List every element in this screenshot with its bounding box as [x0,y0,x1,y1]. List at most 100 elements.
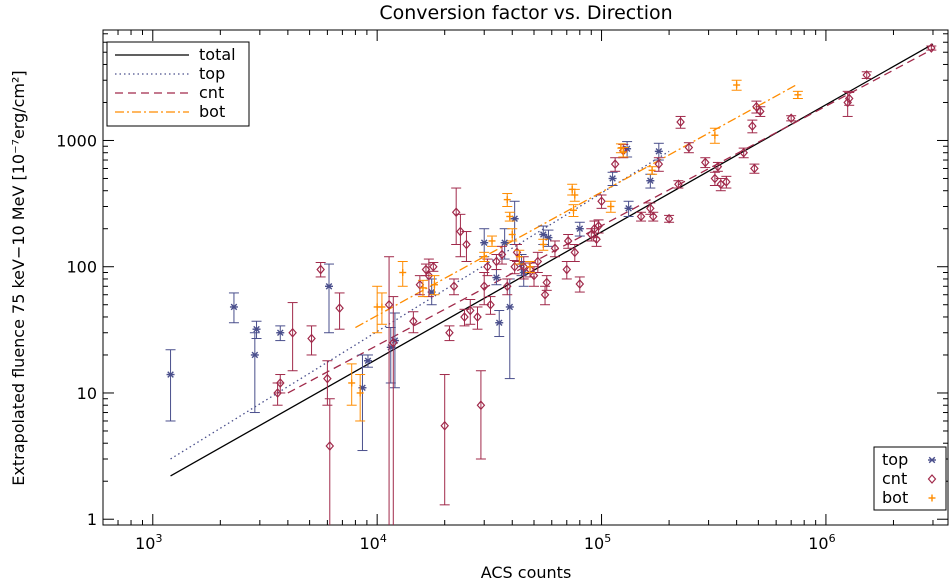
marker-diamond [476,400,486,411]
data-point-cnt [444,325,455,342]
marker-plus [348,379,356,387]
marker-stroke [928,456,936,464]
data-point-cnt [700,157,711,169]
data-point-cnt [485,296,496,315]
marker-plus [399,269,407,277]
marker-plus [526,263,534,271]
data-point-bot [507,228,518,242]
data-point-cnt [596,194,607,209]
data-point-cnt [388,296,399,525]
legend-entry-cnt: cnt [115,83,224,102]
marker-diamond [739,147,748,158]
x-tick-label-exponent: 3 [155,532,162,545]
marker-diamond [465,305,475,316]
marker-diamond [676,117,685,127]
marker-diamond [594,221,603,231]
marker-legend-entry-top: top [882,450,936,469]
marker-stroke [576,225,584,233]
marker-diamond [862,70,872,80]
data-point-top [494,310,505,338]
marker-diamond [597,196,606,207]
data-point-bot [376,292,387,325]
marker-diamond [445,327,454,338]
marker-stroke [276,329,284,337]
plot-border [102,29,949,526]
data-point-cnt [593,219,604,234]
marker-asterisk [539,231,548,238]
marker-diamond [592,234,601,245]
data-point-cnt [512,243,523,262]
series-top [165,141,664,452]
marker-diamond [594,221,603,231]
marker-diamond [722,176,731,187]
marker-diamond [451,207,461,218]
data-points [165,43,937,525]
data-point-cnt [475,370,486,460]
data-point-bot [502,193,513,207]
legend-label: cnt [882,469,907,488]
data-point-bot [372,285,383,334]
marker-plus [356,389,364,397]
marker-plus [571,191,579,199]
marker-stroke [230,303,238,311]
marker-diamond [456,226,465,237]
marker-diamond [786,113,796,124]
marker-diamond [519,261,529,272]
marker-plus [508,230,516,238]
data-point-cnt [721,175,732,189]
marker-plus [503,196,511,204]
data-point-cnt [675,115,686,129]
marker-diamond [486,299,495,310]
marker-diamond [844,93,854,104]
marker-diamond [684,142,694,153]
marker-diamond [722,176,731,187]
marker-diamond [525,264,535,275]
marker-diamond [844,93,854,104]
marker-diamond [476,400,486,411]
data-point-bot [605,200,616,213]
data-point-bot [709,127,720,144]
marker-plus [607,202,615,210]
x-tick-label-base: 10 [808,534,828,553]
marker-diamond [409,316,418,327]
marker-diamond [460,312,469,322]
fit-line-cnt [287,48,934,394]
marker-plus [619,148,627,156]
marker-diamond [636,211,646,222]
marker-diamond [424,270,434,281]
x-tick-label-exponent: 4 [380,532,387,545]
data-point-bot [514,249,525,265]
marker-diamond [592,234,601,245]
legend-marker [928,494,936,502]
data-point-bot [647,166,658,175]
marker-diamond [610,159,620,170]
data-point-cnt [315,262,326,278]
marker-stroke [501,239,508,246]
data-point-bot [429,275,440,296]
data-point-cnt [549,240,560,258]
data-point-cnt [491,253,502,271]
marker-asterisk [276,329,285,337]
marker-stroke [539,231,547,238]
data-point-cnt [610,157,621,172]
marker-plus [419,284,427,292]
data-point-bot [731,79,742,91]
data-point-cnt [439,374,450,506]
data-point-bot [355,374,366,422]
y-tick-label: 1 [87,510,97,529]
marker-diamond [421,264,431,275]
data-point-top [249,332,260,414]
marker-diamond [676,117,685,127]
marker-diamond [473,312,482,322]
marker-plus [378,303,386,311]
marker-diamond [550,243,560,254]
marker-diamond [502,281,512,292]
data-point-cnt [461,231,472,262]
marker-diamond [492,256,501,267]
legend-label: top [882,450,908,469]
marker-diamond [483,261,492,272]
marker-diamond [786,113,796,124]
